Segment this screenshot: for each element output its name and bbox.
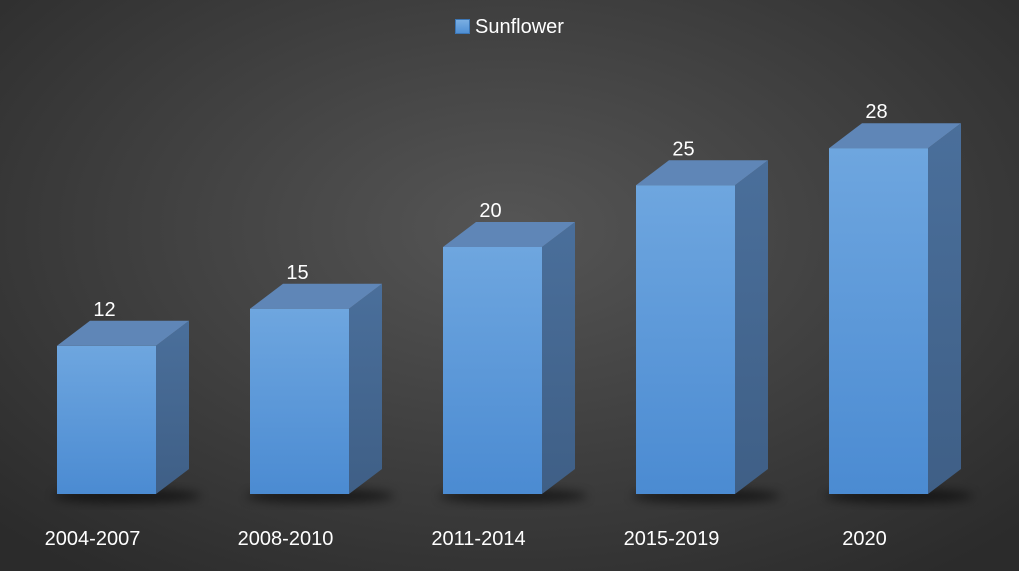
bar-front	[829, 148, 928, 494]
bar-front	[636, 185, 735, 494]
data-label: 25	[672, 138, 694, 160]
data-label: 12	[93, 299, 115, 321]
x-tick-label: 2008-2010	[238, 528, 334, 550]
legend-swatch	[455, 19, 471, 34]
data-label: 15	[286, 262, 308, 284]
bar-front	[57, 345, 156, 494]
bar-side	[735, 160, 768, 494]
bar-2011-2014	[443, 222, 575, 494]
bar-2004-2007	[57, 320, 189, 494]
x-tick-label: 2020	[842, 528, 887, 550]
x-tick-label: 2011-2014	[431, 528, 525, 550]
bar-top	[829, 123, 961, 149]
bar-top	[250, 283, 382, 309]
legend: Sunflower	[0, 14, 1019, 40]
bar-side	[156, 320, 189, 494]
bar-2008-2010	[250, 283, 382, 494]
bar-top	[636, 160, 768, 186]
data-label: 20	[479, 200, 501, 222]
bar-side	[349, 283, 382, 494]
x-tick-label: 2004-2007	[45, 528, 141, 550]
bar-top	[57, 320, 189, 346]
bar-front	[443, 247, 542, 494]
legend-label: Sunflower	[475, 16, 564, 38]
x-tick-label: 2015-2019	[624, 528, 720, 550]
bar-front	[250, 308, 349, 494]
bar-side	[928, 123, 961, 494]
bar-side	[542, 222, 575, 494]
bar-2015-2019	[636, 160, 768, 494]
data-label: 28	[865, 101, 887, 123]
bar-top	[443, 222, 575, 247]
bar-2020	[829, 123, 961, 494]
